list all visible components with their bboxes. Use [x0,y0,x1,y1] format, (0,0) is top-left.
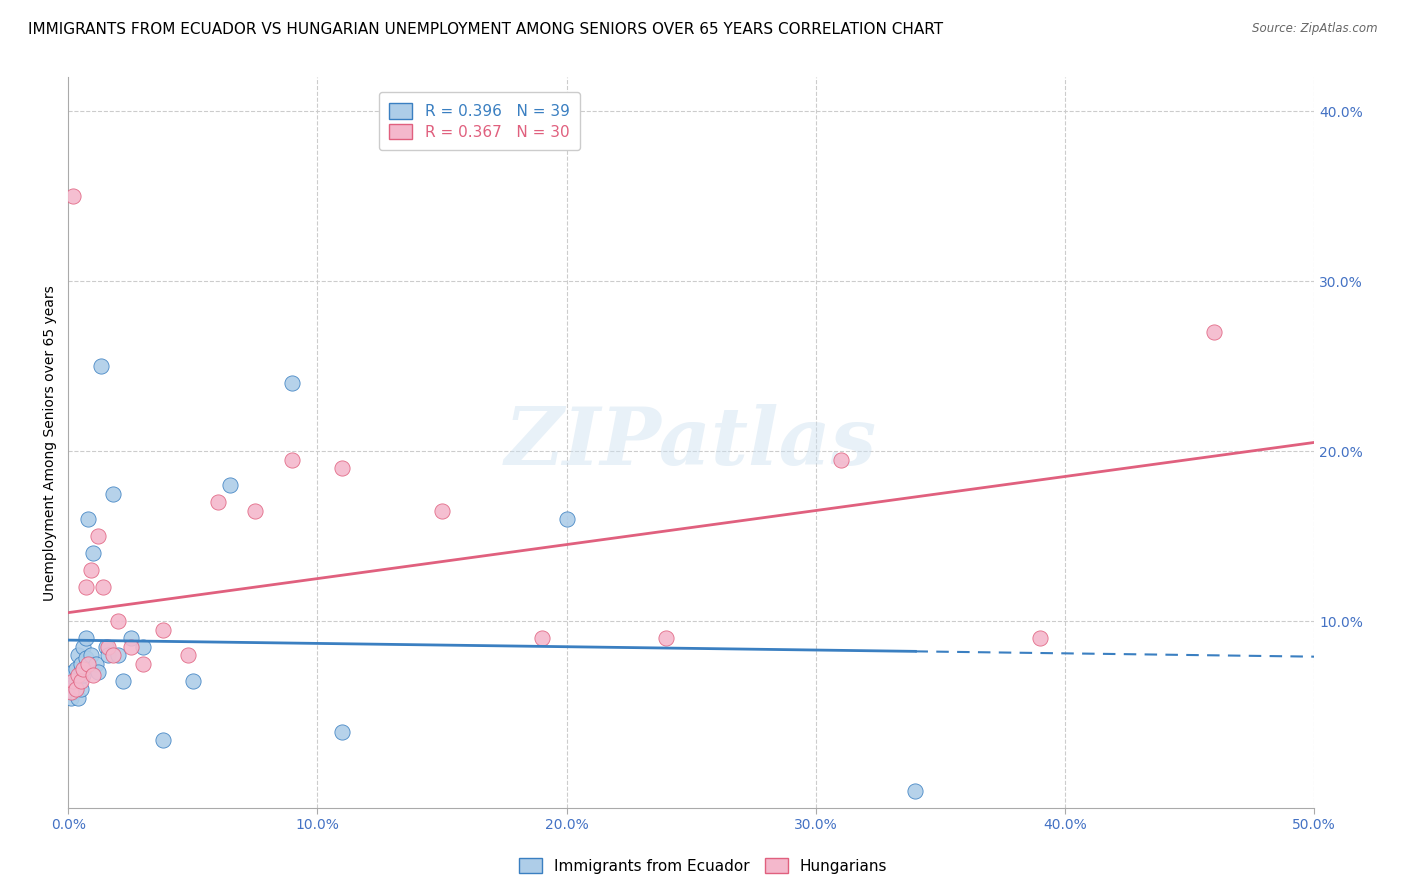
Point [72,662,94,676]
Point [243,503,266,517]
Point [181,673,204,688]
Point [77,512,100,526]
Point [69,681,91,696]
Point [62,668,84,682]
Point [59,685,82,699]
Point [62,679,84,693]
Point [87,529,110,543]
Point [59,681,82,696]
Point [94,640,117,654]
Point [87,665,110,679]
Point [75,580,97,594]
Point [555,512,578,526]
Point [120,640,142,654]
Point [219,478,242,492]
Point [82,668,104,682]
Point [120,631,142,645]
Point [655,631,678,645]
Legend: R = 0.396   N = 39, R = 0.367   N = 30: R = 0.396 N = 39, R = 0.367 N = 30 [378,93,581,151]
Point [65,662,87,676]
Point [82,546,104,560]
Point [59,673,82,688]
Point [67,690,90,705]
Point [1029,631,1052,645]
Point [62,685,84,699]
Text: Source: ZipAtlas.com: Source: ZipAtlas.com [1253,22,1378,36]
Point [430,503,453,517]
Point [132,657,155,671]
Point [79,648,101,662]
Text: ZIPatlas: ZIPatlas [505,404,877,482]
Point [101,486,124,500]
Point [1204,326,1226,340]
Y-axis label: Unemployment Among Seniors over 65 years: Unemployment Among Seniors over 65 years [44,285,58,600]
Point [69,673,91,688]
Point [830,452,852,467]
Point [67,668,90,682]
Point [59,690,82,705]
Point [65,681,87,696]
Point [72,668,94,682]
Point [97,648,120,662]
Point [65,681,87,696]
Point [91,580,114,594]
Text: IMMIGRANTS FROM ECUADOR VS HUNGARIAN UNEMPLOYMENT AMONG SENIORS OVER 65 YEARS CO: IMMIGRANTS FROM ECUADOR VS HUNGARIAN UNE… [28,22,943,37]
Point [62,673,84,688]
Point [207,495,229,509]
Point [112,673,135,688]
Point [281,376,304,391]
Point [67,648,90,662]
Point [62,189,84,203]
Point [75,631,97,645]
Point [90,359,112,374]
Point [84,657,107,671]
Point [77,657,100,671]
Point [65,673,87,688]
Point [177,648,200,662]
Point [132,640,155,654]
Point [330,461,353,475]
Point [152,733,174,747]
Point [69,665,91,679]
Legend: Immigrants from Ecuador, Hungarians: Immigrants from Ecuador, Hungarians [513,852,893,880]
Point [530,631,553,645]
Point [72,640,94,654]
Point [79,563,101,577]
Point [75,651,97,665]
Point [97,640,120,654]
Point [69,657,91,671]
Point [904,784,927,798]
Point [62,665,84,679]
Point [107,614,129,628]
Point [330,724,353,739]
Point [101,648,124,662]
Point [152,623,174,637]
Point [107,648,129,662]
Point [281,452,304,467]
